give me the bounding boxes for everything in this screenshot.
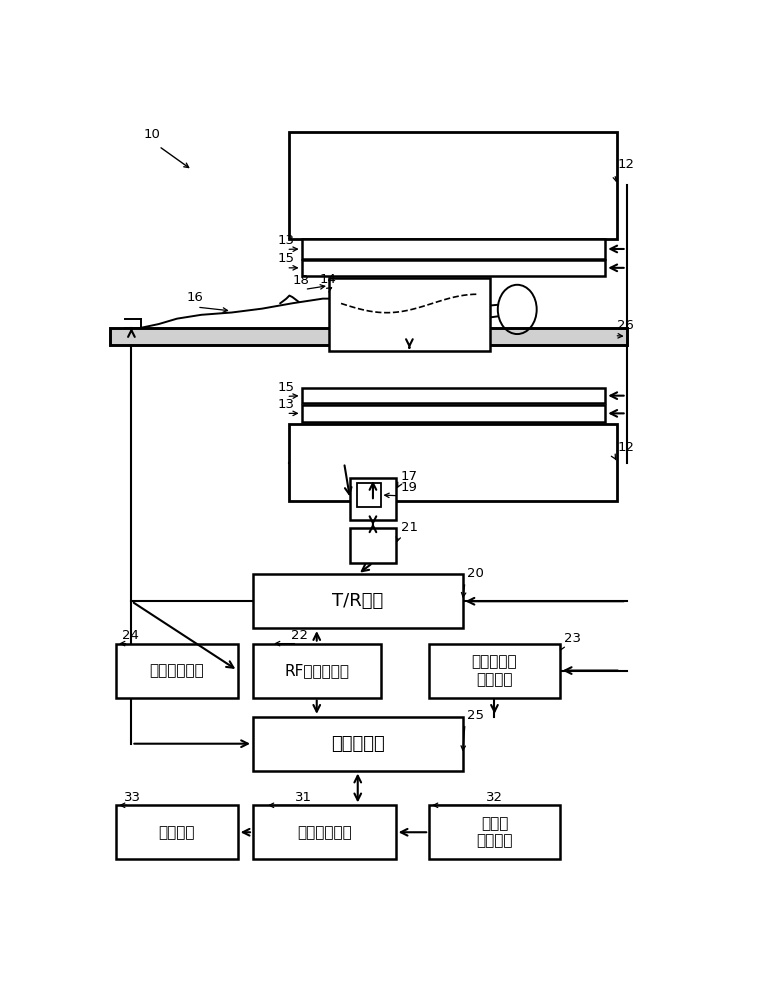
Text: 操作控
制台单元: 操作控 制台单元 xyxy=(476,816,513,848)
Bar xyxy=(253,805,396,859)
Text: 14: 14 xyxy=(320,273,336,286)
Bar xyxy=(329,278,490,351)
Text: 18: 18 xyxy=(292,274,310,287)
Text: 数据处理单元: 数据处理单元 xyxy=(297,825,352,840)
Text: 15: 15 xyxy=(278,252,294,265)
Text: 22: 22 xyxy=(291,629,308,642)
Text: 25: 25 xyxy=(466,709,484,722)
Text: 20: 20 xyxy=(466,567,484,580)
Text: 17: 17 xyxy=(401,470,418,483)
Bar xyxy=(429,644,560,698)
Bar xyxy=(358,483,380,507)
Text: 10: 10 xyxy=(143,128,161,141)
Text: 13: 13 xyxy=(278,398,294,411)
Text: 32: 32 xyxy=(485,791,503,804)
Text: 显示单元: 显示单元 xyxy=(158,825,195,840)
Bar xyxy=(116,805,238,859)
Text: 15: 15 xyxy=(278,381,294,394)
Text: 21: 21 xyxy=(401,521,418,534)
Text: 数据采集单元: 数据采集单元 xyxy=(150,663,205,678)
Text: 13: 13 xyxy=(278,234,294,247)
Bar xyxy=(350,528,396,563)
Text: 23: 23 xyxy=(564,632,581,645)
Bar xyxy=(289,424,618,501)
Bar xyxy=(253,644,380,698)
Text: 26: 26 xyxy=(618,319,634,332)
Text: 梯度线圈驱
动器单元: 梯度线圈驱 动器单元 xyxy=(472,654,517,687)
Text: 12: 12 xyxy=(618,158,634,171)
Bar xyxy=(253,574,463,628)
Text: 16: 16 xyxy=(186,291,203,304)
Text: 控制器单元: 控制器单元 xyxy=(331,735,385,753)
Text: 19: 19 xyxy=(401,481,417,494)
Bar xyxy=(302,260,605,276)
Bar xyxy=(289,132,618,239)
Bar xyxy=(350,478,396,520)
Text: 33: 33 xyxy=(124,791,140,804)
Text: T/R开关: T/R开关 xyxy=(332,592,383,610)
Bar xyxy=(116,644,238,698)
Bar xyxy=(110,328,626,345)
Text: 12: 12 xyxy=(618,441,634,454)
Bar xyxy=(302,239,605,259)
Bar xyxy=(302,405,605,422)
Bar xyxy=(302,388,605,403)
Bar xyxy=(429,805,560,859)
Text: RF驱动器单元: RF驱动器单元 xyxy=(285,663,349,678)
Bar xyxy=(253,717,463,771)
Text: 31: 31 xyxy=(296,791,313,804)
Text: 24: 24 xyxy=(122,629,140,642)
